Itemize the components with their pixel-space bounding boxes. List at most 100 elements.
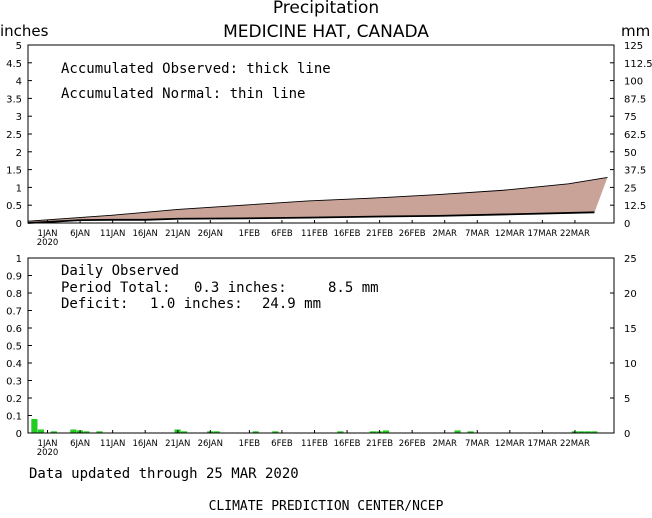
x-tick-label: 22MAR [560,439,590,449]
x-tick-label: 1FEB [239,439,261,449]
y-tick-label-right: 75 [624,112,637,123]
y-tick-label-left: 0.3 [6,377,22,388]
x-tick-label: 6FEB [271,439,293,449]
y-tick-label-left: 0.9 [6,272,22,283]
right-unit-label: mm [621,22,651,40]
daily-bar [31,419,38,433]
x-tick-label: 16JAN [133,439,158,449]
location-subtitle: MEDICINE HAT, CANADA [223,22,429,42]
x-tick-label: 21JAN [165,229,190,239]
daily-bar [181,431,188,434]
period-total-inches: 0.3 inches: [194,280,287,296]
credit-line: CLIMATE PREDICTION CENTER/NCEP [208,499,444,514]
daily-bar [272,431,279,434]
accum-normal-line [27,176,608,222]
chart-title: Precipitation [272,0,380,18]
y-tick-label-left: 3.5 [6,94,22,105]
y-tick-label-right: 20 [624,289,637,300]
y-tick-label-right: 62.5 [624,130,646,141]
daily-bar [252,431,259,434]
y-tick-label-left: 0.5 [6,201,22,212]
y-tick-label-left: 4 [16,77,22,88]
daily-bar [37,429,44,433]
y-tick-label-left: 0.1 [6,412,22,423]
x-tick-label: 6FEB [271,229,293,239]
x-tick-label: 12MAR [495,439,525,449]
x-tick-label: 17MAR [527,229,557,239]
x-tick-label: 7MAR [465,229,490,239]
period-total-label: Period Total: [61,280,171,296]
x-tick-label: 6JAN [70,439,90,449]
x-tick-label: 12MAR [495,229,525,239]
daily-bar [369,431,376,434]
deficit-label: Deficit: [61,296,129,312]
daily-bar [337,431,344,434]
deficit-inches: 1.0 inches: [150,296,243,312]
x-tick-label: 16JAN [133,229,158,239]
x-year-label: 2020 [37,448,59,458]
y-tick-label-left: 0 [16,429,22,440]
y-tick-label-right: 5 [624,394,630,405]
deficit-area [28,177,608,223]
x-tick-label: 11JAN [100,229,125,239]
x-tick-label: 26FEB [399,439,426,449]
x-tick-label: 17MAR [527,439,557,449]
y-tick-label-left: 0.5 [6,342,22,353]
x-tick-label: 21JAN [165,439,190,449]
x-year-label: 2020 [37,238,59,248]
y-tick-label-right: 15 [624,324,637,335]
y-tick-label-left: 3 [16,112,22,123]
y-tick-label-left: 1.5 [6,166,22,177]
y-tick-label-right: 112.5 [624,59,652,70]
y-tick-label-right: 0 [624,429,630,440]
daily-bar [50,431,57,434]
daily-bar [83,431,90,434]
left-unit-label: inches [0,22,49,40]
y-tick-label-left: 0.4 [6,359,22,370]
y-tick-label-left: 5 [16,41,22,52]
y-tick-label-left: 1 [16,254,22,265]
y-tick-label-left: 0.6 [6,324,22,335]
period-total-mm: 8.5 mm [328,280,379,296]
x-tick-label: 2MAR [432,229,457,239]
x-tick-label: 1JAN [38,229,58,239]
y-tick-label-right: 37.5 [624,166,646,177]
y-tick-label-right: 50 [624,148,637,159]
daily-bar [454,430,461,433]
daily-bar [382,430,390,433]
y-tick-label-left: 1 [16,183,22,194]
x-tick-label: 16FEB [334,229,361,239]
daily-bar [70,429,77,433]
y-tick-label-left: 0.7 [6,307,22,318]
daily-bar [213,431,220,434]
y-tick-label-left: 0.8 [6,289,22,300]
daily-bar [96,431,103,434]
y-tick-label-right: 25 [624,254,637,265]
x-tick-label: 1FEB [239,229,261,239]
x-tick-label: 26JAN [198,229,223,239]
x-tick-label: 11FEB [301,229,328,239]
y-tick-label-left: 0 [16,219,22,230]
x-tick-label: 26FEB [399,229,426,239]
y-tick-label-right: 100 [624,77,643,88]
daily-observed-heading: Daily Observed [61,263,180,279]
y-tick-label-left: 0.2 [6,394,22,405]
x-tick-label: 7MAR [465,439,490,449]
y-tick-label-right: 25 [624,183,637,194]
accum-normal-note: Accumulated Normal: thin line [61,86,306,102]
y-tick-label-right: 125 [624,41,643,52]
x-tick-label: 21FEB [366,439,393,449]
daily-bar [584,431,591,434]
accum-observed-line [27,211,595,224]
y-tick-label-right: 87.5 [624,94,646,105]
y-tick-label-right: 10 [624,359,637,370]
y-tick-label-right: 0 [624,219,630,230]
x-tick-label: 6JAN [70,229,90,239]
deficit-mm: 24.9 mm [262,296,322,312]
x-tick-label: 11FEB [301,439,328,449]
x-tick-label: 1JAN [38,439,58,449]
y-tick-label-right: 12.5 [624,201,646,212]
x-tick-label: 22MAR [560,229,590,239]
